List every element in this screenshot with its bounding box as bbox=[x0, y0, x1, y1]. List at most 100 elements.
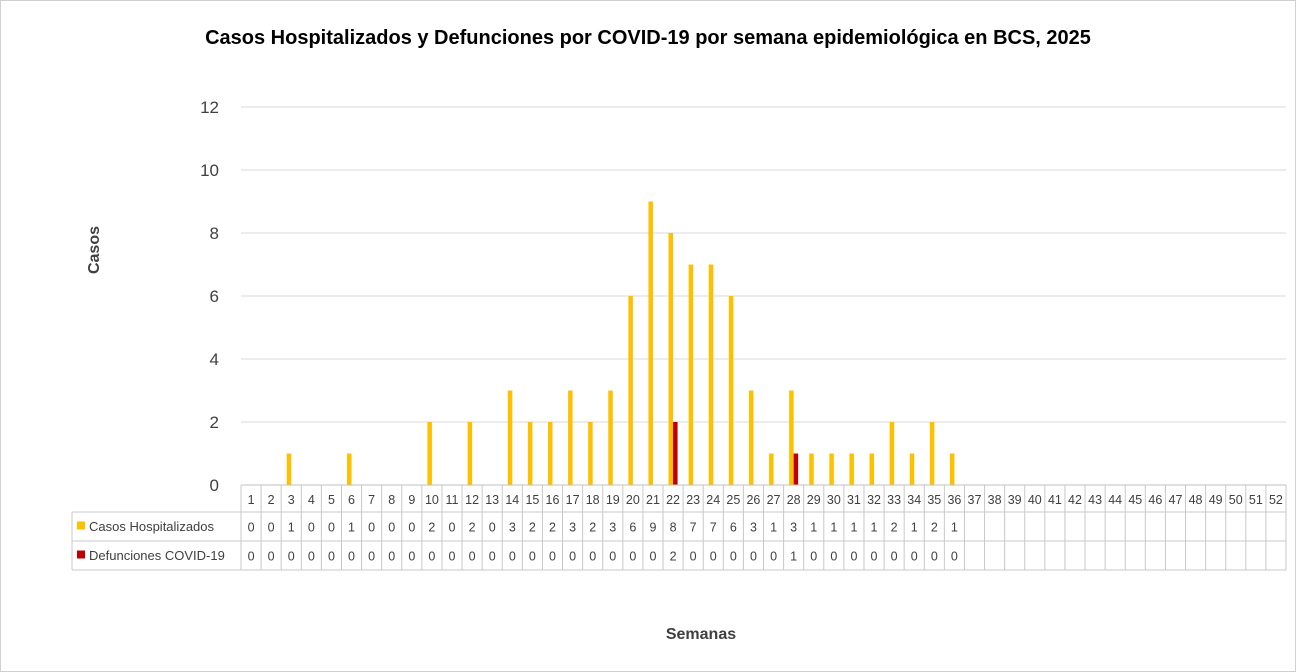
x-tick-label: 10 bbox=[425, 493, 439, 507]
x-tick-label: 44 bbox=[1108, 493, 1122, 507]
data-label: 0 bbox=[750, 550, 757, 564]
data-label: 0 bbox=[710, 550, 717, 564]
x-tick-label: 28 bbox=[787, 493, 801, 507]
data-label: 0 bbox=[609, 550, 616, 564]
x-tick-label: 48 bbox=[1189, 493, 1203, 507]
x-tick-label: 52 bbox=[1269, 493, 1283, 507]
data-label: 0 bbox=[449, 550, 456, 564]
y-tick-label: 6 bbox=[210, 287, 219, 306]
data-label: 1 bbox=[288, 521, 295, 535]
data-table: 1 2 3 4 5 6 7 8 9 10 11 12 13 14 15 16 17 18 19 20 21 22 23 24 2… bbox=[71, 484, 1287, 571]
x-tick-label: 24 bbox=[706, 493, 720, 507]
data-label: 2 bbox=[469, 521, 476, 535]
data-label: 3 bbox=[750, 521, 757, 535]
data-label: 0 bbox=[730, 550, 737, 564]
x-axis-title: Semanas bbox=[666, 626, 736, 643]
legend-swatch bbox=[77, 521, 85, 530]
data-label: 0 bbox=[629, 550, 636, 564]
bar-hospitalizados bbox=[588, 422, 593, 485]
x-tick-label: 34 bbox=[907, 493, 921, 507]
data-label: 0 bbox=[469, 550, 476, 564]
data-label: 0 bbox=[690, 550, 697, 564]
data-label: 0 bbox=[911, 550, 918, 564]
data-label: 0 bbox=[328, 550, 335, 564]
data-label: 0 bbox=[348, 550, 355, 564]
data-label: 1 bbox=[770, 521, 777, 535]
data-label: 0 bbox=[830, 550, 837, 564]
bar-defunciones bbox=[793, 453, 799, 485]
x-tick-label: 43 bbox=[1088, 493, 1102, 507]
y-tick-label: 8 bbox=[210, 224, 219, 243]
data-label: 0 bbox=[810, 550, 817, 564]
x-tick-label: 23 bbox=[686, 493, 700, 507]
bar-hospitalizados bbox=[829, 453, 834, 485]
data-label: 0 bbox=[288, 550, 295, 564]
x-tick-label: 22 bbox=[666, 493, 680, 507]
bar-hospitalizados bbox=[728, 296, 734, 485]
x-tick-label: 3 bbox=[288, 493, 295, 507]
data-label: 0 bbox=[871, 550, 878, 564]
data-label: 0 bbox=[649, 550, 656, 564]
bar-hospitalizados bbox=[286, 453, 292, 485]
data-label: 2 bbox=[670, 550, 677, 564]
x-tick-label: 45 bbox=[1128, 493, 1142, 507]
x-tick-label: 50 bbox=[1229, 493, 1243, 507]
x-tick-label: 29 bbox=[807, 493, 821, 507]
x-tick-label: 51 bbox=[1249, 493, 1263, 507]
bar-hospitalizados bbox=[427, 422, 432, 485]
data-label: 0 bbox=[308, 521, 315, 535]
data-label: 8 bbox=[670, 521, 677, 535]
data-label: 0 bbox=[569, 550, 576, 564]
y-tick-label: 12 bbox=[200, 98, 219, 117]
y-tick-labels: 0 2 4 6 8 10 12 bbox=[200, 98, 219, 495]
data-label: 6 bbox=[730, 521, 737, 535]
x-tick-label: 47 bbox=[1169, 493, 1183, 507]
data-label: 7 bbox=[690, 521, 697, 535]
x-tick-label: 1 bbox=[248, 493, 255, 507]
bar-defunciones bbox=[673, 422, 678, 485]
bar-hospitalizados bbox=[668, 233, 674, 485]
x-tick-label: 36 bbox=[947, 493, 961, 507]
x-tick-label: 17 bbox=[566, 493, 580, 507]
x-tick-label: 4 bbox=[308, 493, 315, 507]
x-tick-label: 46 bbox=[1148, 493, 1162, 507]
data-label: 0 bbox=[368, 521, 375, 535]
bars bbox=[286, 201, 955, 485]
bar-hospitalizados bbox=[628, 296, 633, 485]
data-label: 0 bbox=[268, 521, 275, 535]
legend-label: Casos Hospitalizados bbox=[89, 519, 215, 534]
x-tick-label: 6 bbox=[348, 493, 355, 507]
y-axis-title: Casos bbox=[86, 226, 103, 274]
x-tick-label: 5 bbox=[328, 493, 335, 507]
data-label: 0 bbox=[328, 521, 335, 535]
data-label: 3 bbox=[509, 521, 516, 535]
data-label: 0 bbox=[408, 550, 415, 564]
x-tick-label: 8 bbox=[388, 493, 395, 507]
data-label: 2 bbox=[891, 521, 898, 535]
chart-title: Casos Hospitalizados y Defunciones por C… bbox=[205, 27, 1091, 49]
data-label: 0 bbox=[449, 521, 456, 535]
x-tick-label: 2 bbox=[268, 493, 275, 507]
y-tick-label: 4 bbox=[210, 350, 219, 369]
data-label: 3 bbox=[790, 521, 797, 535]
data-label: 0 bbox=[248, 550, 255, 564]
data-label: 0 bbox=[388, 521, 395, 535]
data-label: 0 bbox=[549, 550, 556, 564]
x-tick-label: 16 bbox=[546, 493, 560, 507]
data-label: 2 bbox=[529, 521, 536, 535]
x-tick-label: 12 bbox=[465, 493, 479, 507]
x-tick-label: 27 bbox=[767, 493, 781, 507]
y-tick-label: 0 bbox=[210, 476, 219, 495]
x-tick-label: 19 bbox=[606, 493, 620, 507]
x-tick-label: 39 bbox=[1008, 493, 1022, 507]
bar-hospitalizados bbox=[608, 390, 613, 485]
x-tick-label: 30 bbox=[827, 493, 841, 507]
bar-hospitalizados bbox=[467, 422, 473, 485]
data-label: 0 bbox=[509, 550, 516, 564]
x-tick-label: 14 bbox=[505, 493, 519, 507]
x-tick-label: 7 bbox=[368, 493, 375, 507]
bar-hospitalizados bbox=[568, 390, 573, 485]
bar-hospitalizados bbox=[648, 201, 653, 485]
y-tick-label: 10 bbox=[200, 161, 219, 180]
data-label: 0 bbox=[268, 550, 275, 564]
